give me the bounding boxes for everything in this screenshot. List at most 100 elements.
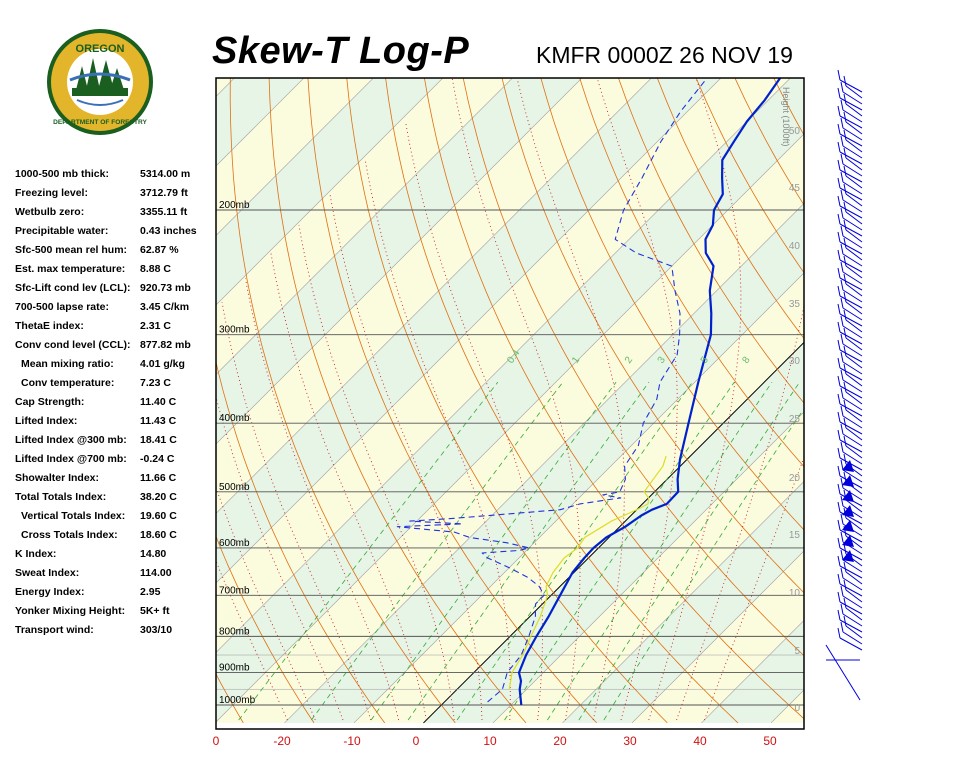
index-label: Conv cond level (CCL):	[15, 339, 131, 351]
index-row: Precipitable water: 0.43 inches	[15, 225, 215, 244]
index-row: Lifted Index @700 mb: -0.24 C	[15, 453, 215, 472]
index-label: Lifted Index @700 mb:	[15, 453, 127, 465]
wind-barb-flag	[840, 387, 844, 399]
x-tick-label: 50	[763, 734, 777, 748]
index-value: 5K+ ft	[140, 605, 170, 617]
wind-barb-flag	[840, 495, 844, 507]
wind-barb-flag	[837, 537, 841, 549]
pressure-label: 300mb	[219, 325, 250, 336]
wind-barb-staff	[839, 439, 863, 453]
wind-barb-staff	[845, 139, 863, 153]
wind-barb-flag	[840, 207, 844, 219]
wind-barb-flag	[843, 327, 847, 339]
dry-adiabat	[880, 0, 960, 723]
wind-barb-staff	[845, 211, 863, 225]
wind-barb-staff	[845, 193, 863, 207]
pressure-label: 500mb	[219, 482, 250, 493]
index-label: Showalter Index:	[15, 472, 100, 484]
wind-barb-flag	[843, 345, 847, 357]
wind-barb-flag	[840, 81, 844, 93]
isotherm-line	[631, 550, 804, 724]
wind-barb-staff	[839, 205, 863, 219]
wind-barb-staff	[842, 181, 863, 195]
wind-barb-staff	[842, 127, 863, 141]
pressure-label: 1000mb	[219, 695, 256, 706]
pressure-label: 400mb	[219, 413, 250, 424]
isotherm-line	[353, 272, 804, 724]
mixing-ratio-label: 3	[656, 355, 668, 366]
wind-barb-staff	[845, 265, 863, 279]
height-tick-label: 0	[794, 703, 800, 714]
height-tick-label: 45	[789, 183, 801, 194]
wind-barb-staff	[825, 644, 861, 701]
dry-adiabat	[618, 78, 804, 404]
index-row: Yonker Mixing Height: 5K+ ft	[15, 605, 215, 624]
wind-barb-flag	[843, 543, 847, 555]
wind-barb-staff	[842, 307, 863, 321]
wind-barb-flag	[840, 117, 844, 129]
index-value: 11.43 C	[140, 415, 177, 427]
index-value: 38.20 C	[140, 491, 177, 503]
isotherm-band	[216, 78, 804, 722]
wind-barb-staff	[839, 421, 863, 435]
index-label: Lifted Index:	[15, 415, 78, 427]
index-label: K Index:	[15, 548, 57, 560]
height-tick-label: 30	[789, 356, 801, 367]
wind-barb-staff	[839, 277, 863, 291]
isotherm-line	[216, 133, 804, 723]
wind-barb-flag	[837, 177, 841, 189]
index-value: 5314.00 m	[140, 168, 191, 180]
wind-barb-flag	[840, 99, 844, 111]
index-row: Est. max temperature: 8.88 C	[15, 263, 215, 282]
x-tick-label: 20	[553, 734, 567, 748]
wind-barb-flag	[843, 471, 847, 483]
height-tick-label: 50	[789, 126, 801, 137]
pressure-label: 900mb	[219, 663, 250, 674]
pressure-label: 800mb	[219, 626, 250, 637]
wind-barb-flag	[837, 627, 841, 639]
index-row: Cross Totals Index: 18.60 C	[15, 529, 215, 548]
wind-barb-staff	[842, 631, 863, 645]
wind-barb-staff	[845, 157, 863, 171]
wind-barb-flag	[837, 105, 841, 117]
moist-adiabat	[364, 159, 511, 720]
index-row: ThetaE index: 2.31 C	[15, 320, 215, 339]
x-tick-label: 30	[623, 734, 637, 748]
index-value: 3.45 C/km	[140, 301, 190, 313]
wind-barb-flag	[837, 69, 841, 81]
x-tick-label: 0	[213, 734, 220, 748]
wind-barb-staff	[839, 583, 863, 597]
plot-area	[216, 0, 960, 724]
wind-barb-staff	[845, 427, 863, 441]
logo-top-text: OREGON	[76, 43, 125, 55]
index-row: Conv temperature: 7.23 C	[15, 377, 215, 396]
wind-barb-staff	[839, 619, 863, 633]
wind-barb-flag	[843, 75, 847, 87]
wind-barb-staff	[839, 331, 863, 345]
isotherm-line	[216, 78, 722, 584]
wind-barb-staff	[842, 145, 863, 159]
wind-barb-pennant	[842, 460, 854, 472]
wind-barb-staff	[842, 271, 863, 285]
wind-barb-staff	[845, 103, 863, 117]
wind-barb-flag	[837, 519, 841, 531]
wind-barb-staff	[842, 361, 863, 375]
dry-adiabat	[346, 78, 668, 724]
wind-barb-staff	[842, 199, 863, 213]
wind-barb-staff	[845, 247, 863, 261]
index-row: Lifted Index @300 mb: 18.41 C	[15, 434, 215, 453]
wind-barb-flag	[840, 189, 844, 201]
wind-barb-flag	[840, 333, 844, 345]
dry-adiabat	[216, 360, 386, 724]
index-value: 18.41 C	[140, 434, 177, 446]
wind-barb-pennant	[842, 520, 854, 532]
wind-barb-staff	[842, 91, 863, 105]
dry-adiabat	[540, 78, 804, 531]
index-value: 3712.79 ft	[140, 187, 188, 199]
wind-barb-flag	[837, 213, 841, 225]
index-value: 3355.11 ft	[140, 206, 188, 218]
index-value: 19.60 C	[140, 510, 177, 522]
index-row: 700-500 lapse rate: 3.45 C/km	[15, 301, 215, 320]
index-label: Yonker Mixing Height:	[15, 605, 126, 617]
